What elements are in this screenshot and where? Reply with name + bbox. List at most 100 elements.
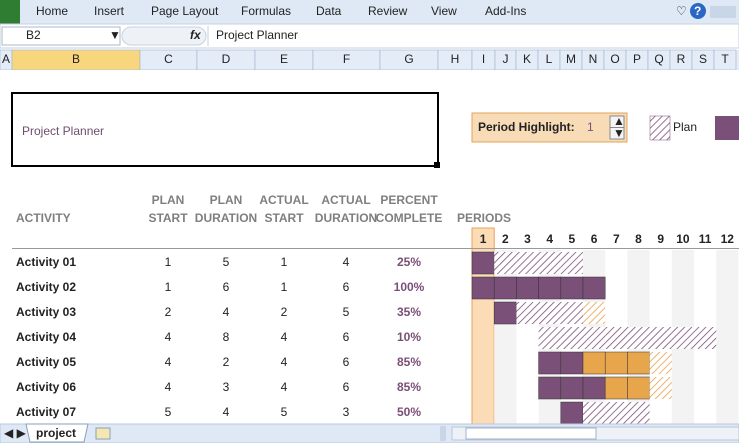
gantt-cell <box>583 327 606 349</box>
column-title: ACTUAL <box>259 193 308 207</box>
activity-name[interactable]: Activity 01 <box>16 255 76 269</box>
column-header-label: T <box>721 52 729 66</box>
scroll-thumb[interactable] <box>465 427 597 440</box>
column-header-label: D <box>222 52 231 66</box>
period-number: 12 <box>721 232 735 246</box>
cell-value[interactable]: 4 <box>281 355 288 369</box>
cell-value[interactable]: 1 <box>165 255 172 269</box>
name-box-dropdown[interactable]: ▼ <box>109 28 121 42</box>
cell-value[interactable]: 4 <box>343 255 350 269</box>
cell-value[interactable]: 3 <box>223 380 230 394</box>
period-column-shade <box>494 250 517 424</box>
gantt-cell <box>516 252 539 274</box>
ribbon-tab[interactable]: Home <box>36 4 68 18</box>
cell-value[interactable]: 100% <box>394 280 425 294</box>
ribbon-tab[interactable]: View <box>431 4 457 18</box>
ribbon-tab[interactable]: Formulas <box>241 4 291 18</box>
column-header-label: A <box>2 52 10 66</box>
period-highlight-value[interactable]: 1 <box>587 120 594 134</box>
cell-value[interactable]: 6 <box>343 280 350 294</box>
period-number: 1 <box>480 232 487 246</box>
period-column-shade <box>716 250 739 424</box>
column-header-label: I <box>482 52 485 66</box>
ribbon-tab[interactable]: Data <box>316 4 342 18</box>
split-handle[interactable] <box>440 426 446 441</box>
ribbon-tab[interactable]: Insert <box>94 4 125 18</box>
activity-name[interactable]: Activity 06 <box>16 380 76 394</box>
cell-value[interactable]: 4 <box>281 380 288 394</box>
cell-value[interactable]: 50% <box>397 405 421 419</box>
gantt-cell <box>493 276 517 300</box>
formula-text[interactable]: Project Planner <box>216 28 298 42</box>
cell-value[interactable]: 6 <box>223 280 230 294</box>
activity-name[interactable]: Activity 04 <box>16 330 76 344</box>
cell-value[interactable]: 1 <box>281 280 288 294</box>
gantt-cell <box>627 327 650 349</box>
title-cell[interactable] <box>11 92 439 167</box>
file-tab[interactable] <box>0 0 20 24</box>
cell-value[interactable]: 4 <box>165 330 172 344</box>
cell-value[interactable]: 4 <box>281 330 288 344</box>
column-title: ACTIVITY <box>16 211 71 225</box>
activity-name[interactable]: Activity 05 <box>16 355 76 369</box>
activity-name[interactable]: Activity 07 <box>16 405 76 419</box>
cell-value[interactable]: 4 <box>165 355 172 369</box>
cell-value[interactable]: 8 <box>223 330 230 344</box>
cell-value[interactable]: 1 <box>165 280 172 294</box>
column-title: COMPLETE <box>376 211 443 225</box>
fx-button[interactable]: fx <box>190 28 202 42</box>
cell-value[interactable]: 2 <box>165 305 172 319</box>
gantt-cell <box>627 402 650 424</box>
cell-value[interactable]: 6 <box>343 355 350 369</box>
column-header-label: F <box>343 52 350 66</box>
cell-value[interactable]: 35% <box>397 305 421 319</box>
cell-value[interactable]: 2 <box>281 305 288 319</box>
column-header-label: N <box>589 52 598 66</box>
gantt-cell <box>471 251 495 275</box>
ribbon-tab[interactable]: Review <box>368 4 408 18</box>
period-highlight-label: Period Highlight: <box>478 120 575 134</box>
ribbon-tab[interactable]: Page Layout <box>151 4 219 18</box>
cell-value[interactable]: 1 <box>281 255 288 269</box>
minimize-ribbon-icon[interactable]: ♡ <box>676 4 687 18</box>
cell-value[interactable]: 5 <box>281 405 288 419</box>
cell-value[interactable]: 4 <box>223 405 230 419</box>
gantt-cell <box>605 402 628 424</box>
cell-value[interactable]: 85% <box>397 355 421 369</box>
help-icon[interactable] <box>690 3 706 19</box>
cell-value[interactable]: 6 <box>343 330 350 344</box>
gantt-cell <box>538 376 562 400</box>
window-controls[interactable] <box>710 6 736 18</box>
cell-value[interactable]: 5 <box>165 405 172 419</box>
cell-value[interactable]: 4 <box>223 305 230 319</box>
activity-name[interactable]: Activity 02 <box>16 280 76 294</box>
name-box-text: B2 <box>26 28 41 42</box>
active-sheet-tab[interactable] <box>25 423 89 443</box>
column-title: PERCENT <box>380 193 438 207</box>
column-header-label: Q <box>654 52 663 66</box>
cell-value[interactable]: 85% <box>397 380 421 394</box>
ribbon-bar <box>0 0 739 24</box>
ribbon-tab[interactable]: Add-Ins <box>485 4 526 18</box>
gantt-cell <box>560 351 584 375</box>
insert-sheet-icon[interactable] <box>95 427 111 440</box>
cell-value[interactable]: 10% <box>397 330 421 344</box>
gantt-cell <box>583 302 606 324</box>
spinner-down[interactable]: ▼ <box>613 126 625 140</box>
cell-value[interactable]: 2 <box>223 355 230 369</box>
cell-value[interactable]: 25% <box>397 255 421 269</box>
cell-value[interactable]: 5 <box>343 305 350 319</box>
gantt-cell <box>560 252 583 274</box>
gantt-cell <box>582 276 606 300</box>
activity-name[interactable]: Activity 03 <box>16 305 76 319</box>
cell-value[interactable]: 4 <box>165 380 172 394</box>
column-header-label: H <box>451 52 460 66</box>
cell-value[interactable]: 3 <box>343 405 350 419</box>
cell-value[interactable]: 5 <box>223 255 230 269</box>
gantt-cell <box>582 351 606 375</box>
cell-value[interactable]: 6 <box>343 380 350 394</box>
legend-plan-label: Plan <box>673 120 697 134</box>
name-box[interactable] <box>1 26 121 46</box>
tab-scroll-arrows[interactable]: ◀ ▶ <box>4 426 27 440</box>
spinner-up[interactable]: ▲ <box>613 114 625 128</box>
